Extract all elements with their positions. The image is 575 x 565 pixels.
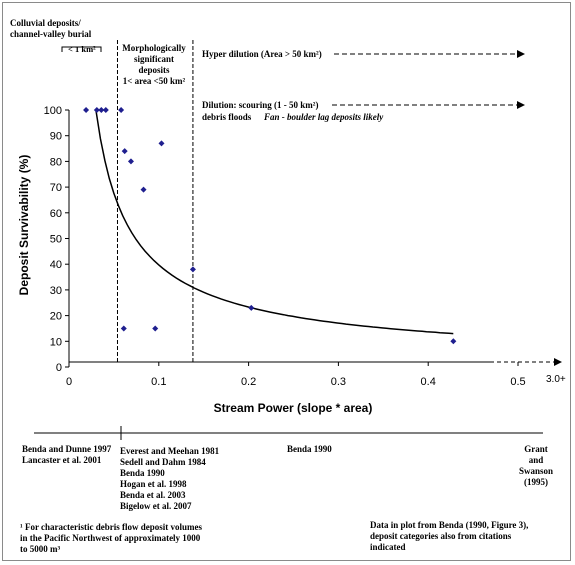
x-overflow-label: 3.0+ (546, 374, 566, 385)
annotation-arrows (332, 53, 554, 363)
colluvial-range-label: < 1 km² (68, 44, 96, 54)
data-point-4 (118, 107, 125, 113)
xaxis-overflow-arrowhead (554, 358, 562, 366)
footnote-left: ¹ For characteristic debris flow deposit… (20, 522, 203, 554)
data-points (83, 107, 457, 345)
citations-center: Benda 1990 (287, 444, 332, 455)
axes: 0 10 20 30 40 50 60 70 80 90 100 0 0.1 0.2 0.3 0.4 0.5 (44, 105, 526, 388)
data-point-1 (93, 107, 100, 113)
citation-middle-3: Hogan et al. 1998 (120, 479, 187, 489)
citations-right: Grant and Swanson (1995) (510, 444, 562, 488)
y-tick-label-30: 30 (50, 285, 62, 297)
citation-left-0: Benda and Dunne 1997 (22, 444, 112, 454)
y-tick-label-0: 0 (56, 362, 62, 374)
y-tick-label-90: 90 (50, 131, 62, 143)
y-tick-label-80: 80 (50, 156, 62, 168)
y-tick-label-60: 60 (50, 208, 62, 220)
data-point-0 (83, 107, 90, 113)
footnote-right: Data in plot from Benda (1990, Figure 3)… (370, 520, 529, 552)
data-point-7 (158, 140, 165, 147)
y-axis-title: Deposit Survivability (%) (17, 155, 31, 296)
data-point-11 (152, 325, 159, 332)
y-tick-label-10: 10 (50, 336, 62, 348)
data-point-3 (102, 107, 109, 113)
colluvial-bracket (61, 46, 102, 52)
citation-right-1: and (528, 455, 544, 465)
data-point-6 (127, 158, 134, 165)
citations-left: Benda and Dunne 1997 Lancaster et al. 200… (22, 444, 111, 466)
power-trendline (95, 109, 454, 335)
colluvial-label: Colluvial deposits/ channel-valley buria… (10, 18, 92, 39)
y-tick-label-20: 20 (50, 311, 62, 323)
citation-right-0: Grant (524, 444, 548, 454)
x-tick-label-0.3: 0.3 (331, 376, 346, 388)
citation-middle-5: Bigelow et al. 2007 (120, 501, 192, 511)
x-tick-label-0.1: 0.1 (151, 376, 166, 388)
hyper-dilution-label: Hyper dilution (Area > 50 km²) (202, 49, 322, 59)
y-tick-label-40: 40 (50, 259, 62, 271)
arrowheads (517, 50, 562, 366)
data-point-10 (120, 325, 127, 332)
category-divider-lines (116, 40, 194, 362)
x-tick-label-0.2: 0.2 (241, 376, 256, 388)
debris-floods-label: debris floods (202, 112, 252, 122)
data-point-5 (121, 148, 128, 155)
data-point-2 (98, 107, 105, 113)
data-point-9 (189, 266, 196, 273)
data-point-12 (248, 304, 255, 311)
hyper-arrowhead (517, 50, 525, 58)
dilution-label: Dilution: scouring (1 - 50 km²) (202, 100, 318, 110)
citation-center-0: Benda 1990 (287, 444, 332, 454)
x-tick-label-0: 0 (66, 376, 72, 388)
morpho-label: Morphologically significant deposits 1< … (122, 43, 186, 86)
citation-middle-4: Benda et al. 2003 (120, 490, 186, 500)
x-tick-label-0.4: 0.4 (421, 376, 436, 388)
citation-left-1: Lancaster et al. 2001 (22, 455, 102, 465)
fan-label: Fan - boulder lag deposits likely (263, 112, 384, 122)
timeline (34, 426, 543, 440)
trendline-group (95, 109, 454, 335)
citations-middle: Everest and Meehan 1981 Sedell and Dahm 1… (120, 446, 219, 512)
dilution-arrowhead (517, 101, 525, 109)
x-tick-label-0.5: 0.5 (510, 376, 525, 388)
y-tick-label-100: 100 (44, 105, 62, 117)
citation-right-2: Swanson (518, 466, 554, 476)
y-tick-label-70: 70 (50, 182, 62, 194)
x-axis-title: Stream Power (slope * area) (214, 401, 373, 415)
y-tick-label-50: 50 (50, 234, 62, 246)
citation-middle-1: Sedell and Dahm 1984 (120, 457, 206, 467)
citation-right-3: (1995) (524, 477, 548, 487)
figure-frame (2, 2, 571, 561)
citation-middle-0: Everest and Meehan 1981 (120, 446, 220, 456)
data-point-8 (140, 186, 147, 193)
data-point-13 (450, 338, 457, 345)
citation-middle-2: Benda 1990 (120, 468, 165, 478)
